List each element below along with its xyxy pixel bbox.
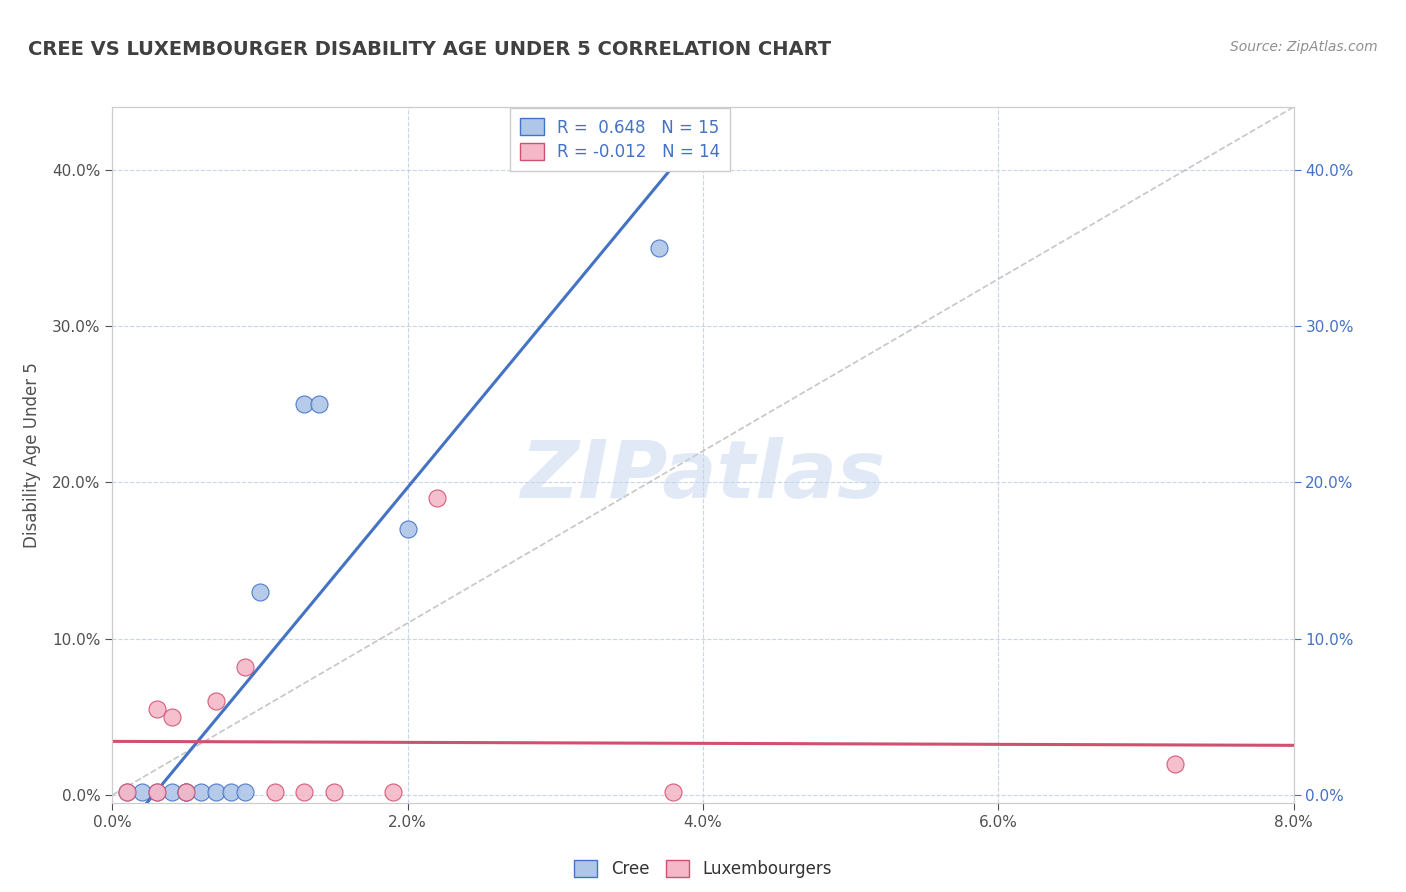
Point [323, 785, 346, 799]
Point [292, 785, 315, 799]
Point [146, 785, 169, 799]
Point [117, 785, 138, 799]
Point [190, 785, 212, 799]
Point [146, 785, 169, 799]
Text: ZIPatlas: ZIPatlas [520, 437, 886, 515]
Text: Source: ZipAtlas.com: Source: ZipAtlas.com [1230, 40, 1378, 54]
Point [647, 241, 671, 255]
Point [249, 584, 271, 599]
Point [160, 710, 183, 724]
Point [205, 785, 228, 799]
Point [396, 522, 419, 536]
Point [662, 785, 685, 799]
Point [233, 785, 256, 799]
Point [308, 397, 330, 411]
Point [292, 397, 315, 411]
Point [233, 660, 256, 674]
Point [219, 785, 242, 799]
Point [174, 785, 197, 799]
Text: CREE VS LUXEMBOURGER DISABILITY AGE UNDER 5 CORRELATION CHART: CREE VS LUXEMBOURGER DISABILITY AGE UNDE… [28, 40, 831, 59]
Point [174, 785, 197, 799]
Point [426, 491, 449, 505]
Point [174, 785, 197, 799]
Point [117, 785, 138, 799]
Point [382, 785, 405, 799]
Point [131, 785, 153, 799]
Point [205, 694, 228, 708]
Y-axis label: Disability Age Under 5: Disability Age Under 5 [22, 362, 41, 548]
Point [146, 702, 169, 716]
Legend: Cree, Luxembourgers: Cree, Luxembourgers [568, 854, 838, 885]
Point [160, 785, 183, 799]
Point [264, 785, 287, 799]
Point [1164, 756, 1187, 771]
